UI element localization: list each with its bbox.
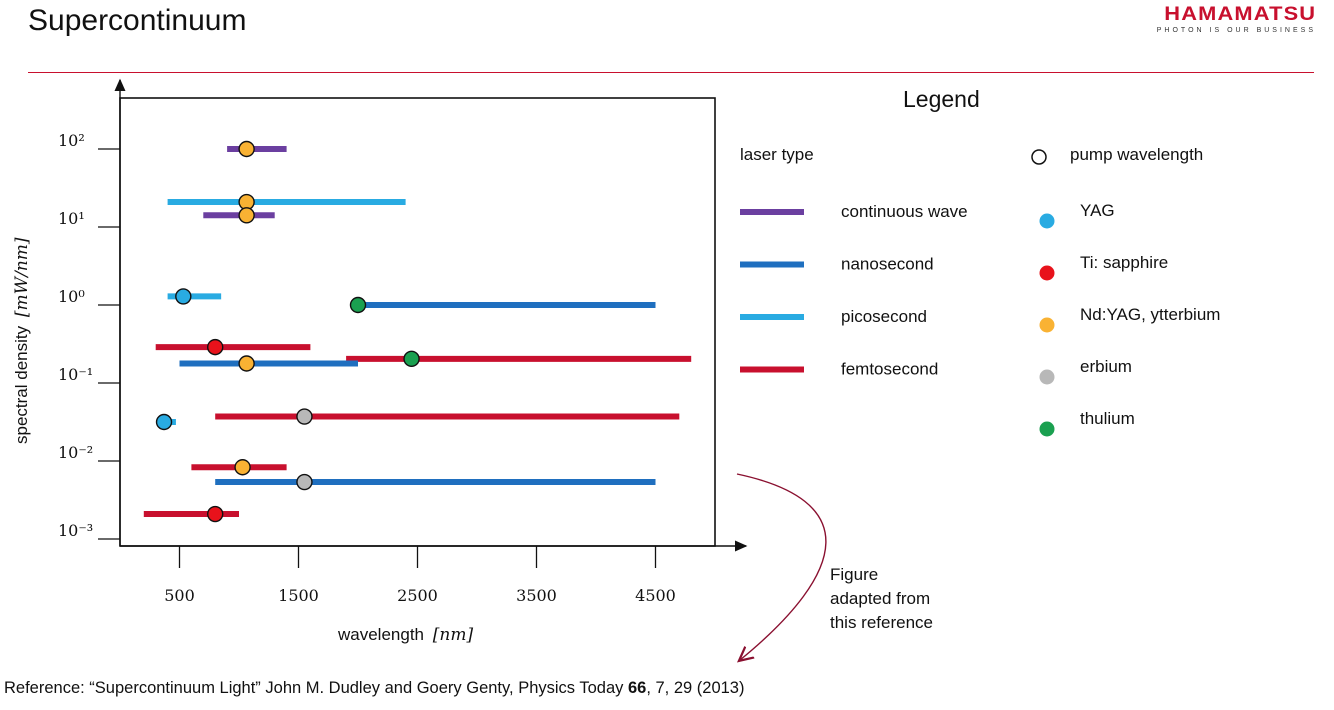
legend-laser-label: femtosecond bbox=[841, 360, 938, 379]
legend-laser-types: continuous wave nanosecond picosecond femto… bbox=[740, 202, 968, 379]
legend-pump-swatch bbox=[1039, 421, 1055, 437]
y-tick-label: 10⁻¹ bbox=[58, 365, 93, 384]
pump-marker bbox=[349, 296, 367, 314]
legend-pump-marker bbox=[1031, 149, 1047, 165]
legend-pump-swatch bbox=[1039, 317, 1055, 333]
x-tick-label: 500 bbox=[164, 586, 195, 605]
pump-marker bbox=[155, 413, 173, 431]
pump-marker bbox=[238, 207, 255, 224]
reference-citation: Reference: “Supercontinuum Light” John M… bbox=[4, 679, 744, 698]
legend-laser-label: picosecond bbox=[841, 307, 927, 326]
reference-prefix: Reference: “Supercontinuum Light” John M… bbox=[4, 679, 628, 697]
legend-title: Legend bbox=[903, 86, 980, 112]
title-divider bbox=[28, 72, 1314, 73]
pump-marker bbox=[238, 355, 255, 372]
legend-pump-label: erbium bbox=[1080, 357, 1132, 376]
legend-pump-sources: YAG Ti: sapphire Nd:YAG, ytterbium erbium th… bbox=[1039, 201, 1220, 437]
y-tick-label: 10⁻² bbox=[58, 443, 93, 462]
pump-marker bbox=[234, 459, 251, 476]
reference-suffix: , 7, 29 (2013) bbox=[646, 679, 745, 697]
plot-frame bbox=[119, 97, 716, 547]
x-tick-label: 4500 bbox=[635, 586, 676, 605]
legend-pump-label: YAG bbox=[1080, 201, 1115, 220]
legend-pump-swatch bbox=[1039, 213, 1055, 229]
brand-tagline: PHOTON IS OUR BUSINESS bbox=[1156, 27, 1316, 34]
note-line-2: adapted from bbox=[830, 589, 931, 608]
reference-volume: 66 bbox=[627, 679, 647, 697]
figure-note: Figure adapted from this reference bbox=[830, 563, 933, 635]
reference-arrow bbox=[736, 473, 827, 660]
pump-marker bbox=[296, 408, 313, 425]
axis-ticks: 500 1500 2500 3500 4500 10² 10¹ 10⁰ 10⁻¹ 10⁻² 10⁻³ bbox=[58, 131, 676, 605]
note-line-3: this reference bbox=[830, 613, 933, 632]
legend-pump-swatch bbox=[1039, 265, 1055, 281]
note-line-1: Figure bbox=[830, 565, 879, 584]
legend-pump-heading: pump wavelength bbox=[1070, 145, 1203, 164]
legend-laser-label: continuous wave bbox=[841, 202, 968, 221]
pump-marker bbox=[206, 505, 224, 523]
y-tick-label: 10¹ bbox=[58, 209, 85, 228]
legend-pump-label: thulium bbox=[1080, 409, 1135, 428]
pump-marker bbox=[403, 350, 420, 368]
data-series bbox=[143, 140, 692, 523]
y-axis-label: spectral density [mW/nm] bbox=[12, 237, 32, 444]
brand-name: HAMAMATSU bbox=[1164, 4, 1316, 25]
y-tick-label: 10⁻³ bbox=[58, 521, 93, 540]
x-axis-label: wavelength [nm] bbox=[337, 625, 473, 645]
pump-marker bbox=[296, 473, 313, 491]
pump-marker bbox=[206, 338, 224, 356]
pump-marker bbox=[175, 288, 192, 305]
legend-pump-label: Nd:YAG, ytterbium bbox=[1080, 305, 1220, 324]
y-tick-label: 10² bbox=[58, 131, 85, 150]
pump-marker bbox=[238, 140, 255, 158]
legend-laser-label: nanosecond bbox=[841, 255, 934, 274]
legend-laser-heading: laser type bbox=[740, 145, 814, 164]
slide-title: Supercontinuum bbox=[28, 4, 247, 37]
brand-logo: HAMAMATSU PHOTON IS OUR BUSINESS bbox=[1157, 4, 1316, 34]
x-tick-label: 1500 bbox=[278, 586, 319, 605]
x-tick-label: 3500 bbox=[516, 586, 557, 605]
legend-pump-swatch bbox=[1039, 369, 1055, 385]
y-tick-label: 10⁰ bbox=[58, 287, 85, 306]
x-tick-label: 2500 bbox=[397, 586, 438, 605]
legend-pump-label: Ti: sapphire bbox=[1080, 253, 1168, 272]
